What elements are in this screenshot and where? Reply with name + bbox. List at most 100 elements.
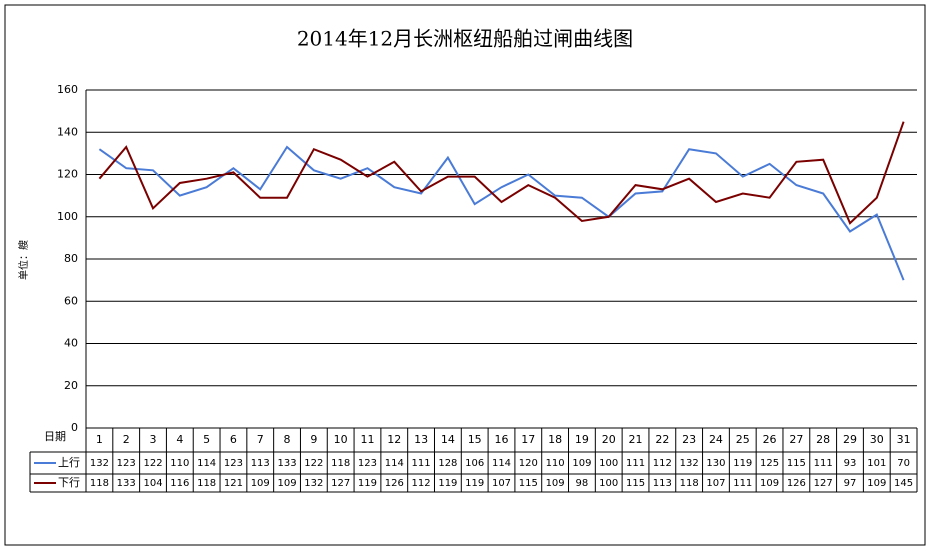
table-value: 132 — [680, 458, 699, 469]
x-tick-label: 7 — [257, 433, 264, 446]
table-value: 112 — [653, 458, 672, 469]
table-value: 107 — [706, 478, 725, 489]
x-tick-label: 3 — [150, 433, 157, 446]
table-value: 125 — [760, 458, 779, 469]
table-value: 106 — [465, 458, 484, 469]
table-value: 115 — [519, 478, 538, 489]
table-value: 133 — [117, 478, 136, 489]
y-tick-label: 140 — [57, 125, 78, 138]
table-value: 130 — [706, 458, 725, 469]
table-value: 127 — [331, 478, 350, 489]
x-tick-label: 28 — [816, 433, 830, 446]
table-value: 93 — [844, 458, 857, 469]
table-value: 132 — [90, 458, 109, 469]
table-value: 111 — [412, 458, 431, 469]
table-value: 109 — [572, 458, 591, 469]
table-value: 114 — [197, 458, 216, 469]
x-tick-label: 5 — [203, 433, 210, 446]
table-value: 145 — [894, 478, 913, 489]
table-value: 109 — [867, 478, 886, 489]
table-value: 123 — [224, 458, 243, 469]
x-tick-label: 23 — [682, 433, 696, 446]
x-tick-label: 30 — [870, 433, 884, 446]
x-tick-label: 14 — [441, 433, 455, 446]
x-tick-label: 29 — [843, 433, 857, 446]
x-tick-label: 10 — [334, 433, 348, 446]
table-value: 116 — [170, 478, 189, 489]
y-tick-label: 160 — [57, 83, 78, 96]
table-value: 100 — [599, 458, 618, 469]
chart-title: 2014年12月长洲枢纽船舶过闸曲线图 — [297, 27, 633, 51]
table-value: 118 — [197, 478, 216, 489]
legend-label: 下行 — [58, 476, 80, 489]
chart-border — [4, 4, 926, 546]
table-value: 112 — [412, 478, 431, 489]
x-tick-label: 19 — [575, 433, 589, 446]
table-value: 126 — [787, 478, 806, 489]
x-tick-label: 13 — [414, 433, 428, 446]
table-value: 119 — [358, 478, 377, 489]
table-value: 118 — [680, 478, 699, 489]
table-value: 128 — [438, 458, 457, 469]
table-value: 113 — [653, 478, 672, 489]
table-value: 120 — [519, 458, 538, 469]
x-tick-label: 6 — [230, 433, 237, 446]
x-tick-label: 15 — [468, 433, 482, 446]
table-value: 70 — [897, 458, 910, 469]
table-value: 121 — [224, 478, 243, 489]
x-tick-label: 16 — [495, 433, 509, 446]
table-value: 109 — [760, 478, 779, 489]
x-tick-label: 1 — [96, 433, 103, 446]
table-value: 97 — [844, 478, 857, 489]
table-value: 110 — [170, 458, 189, 469]
table-value: 118 — [90, 478, 109, 489]
series-line — [98, 145, 905, 281]
y-tick-label: 60 — [64, 294, 78, 307]
table-value: 127 — [814, 478, 833, 489]
table-value: 119 — [465, 478, 484, 489]
table-value: 132 — [304, 478, 323, 489]
table-value: 126 — [385, 478, 404, 489]
x-tick-label: 11 — [360, 433, 374, 446]
x-tick-label: 18 — [548, 433, 562, 446]
table-value: 115 — [626, 478, 645, 489]
table-value: 109 — [546, 478, 565, 489]
table-value: 101 — [867, 458, 886, 469]
x-tick-label: 17 — [521, 433, 535, 446]
y-axis-label: 单位：艘 — [17, 240, 30, 280]
table-value: 104 — [143, 478, 162, 489]
legend-label: 上行 — [58, 456, 80, 469]
table-value: 113 — [251, 458, 270, 469]
x-tick-label: 2 — [123, 433, 130, 446]
x-tick-label: 20 — [602, 433, 616, 446]
table-value: 111 — [626, 458, 645, 469]
y-tick-label: 20 — [64, 379, 78, 392]
table-value: 111 — [733, 478, 752, 489]
table-value: 115 — [787, 458, 806, 469]
y-tick-label: 120 — [57, 168, 78, 181]
x-tick-label: 25 — [736, 433, 750, 446]
table-value: 98 — [576, 478, 589, 489]
y-tick-label: 40 — [64, 337, 78, 350]
x-tick-label: 24 — [709, 433, 723, 446]
table-value: 118 — [331, 458, 350, 469]
table-value: 123 — [358, 458, 377, 469]
x-tick-label: 26 — [763, 433, 777, 446]
table-value: 110 — [546, 458, 565, 469]
x-tick-label: 4 — [176, 433, 183, 446]
table-value: 119 — [733, 458, 752, 469]
table-value: 107 — [492, 478, 511, 489]
table-value: 122 — [304, 458, 323, 469]
table-value: 114 — [385, 458, 404, 469]
x-tick-label: 12 — [387, 433, 401, 446]
x-tick-label: 8 — [284, 433, 291, 446]
y-tick-label: 100 — [57, 210, 78, 223]
table-value: 133 — [278, 458, 297, 469]
table-value: 123 — [117, 458, 136, 469]
table-value: 114 — [492, 458, 511, 469]
x-tick-label: 27 — [789, 433, 803, 446]
x-tick-label: 9 — [310, 433, 317, 446]
table-value: 111 — [814, 458, 833, 469]
table-value: 119 — [438, 478, 457, 489]
